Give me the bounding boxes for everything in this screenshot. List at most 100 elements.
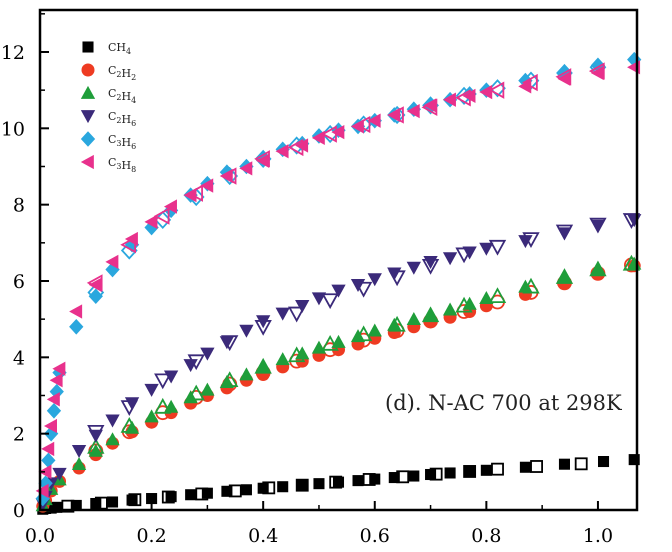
point-c3h6-adsorption xyxy=(88,288,103,305)
point-c2h6-desorption xyxy=(321,293,339,310)
legend-marker-ch4 xyxy=(82,41,94,53)
point-c2h6-desorption xyxy=(254,320,272,336)
x-tick-label: 0.8 xyxy=(471,525,501,547)
point-ch4-adsorption xyxy=(388,472,400,484)
point-c3h6-adsorption xyxy=(46,402,62,419)
point-c2h4-adsorption xyxy=(71,457,87,471)
x-tick-label: 0.2 xyxy=(136,525,166,547)
point-c2h6-adsorption xyxy=(183,359,198,373)
point-c3h8-adsorption xyxy=(144,214,158,229)
point-c3h8-adsorption xyxy=(518,79,532,94)
point-ch4-desorption xyxy=(463,465,477,478)
point-c3h6-adsorption xyxy=(69,318,84,335)
x-tick-label: 0.6 xyxy=(360,525,390,547)
point-c3h8-adsorption xyxy=(275,144,289,159)
point-c3h8-adsorption xyxy=(44,418,58,434)
point-c3h8-desorption xyxy=(187,184,203,202)
y-tick-label: 10 xyxy=(1,118,25,140)
point-c2h6-adsorption xyxy=(479,242,494,256)
point-c2h4-adsorption xyxy=(239,367,254,381)
point-c2h6-desorption xyxy=(522,232,540,249)
point-ch4-adsorption xyxy=(296,479,308,491)
point-ch4-adsorption xyxy=(146,493,158,505)
point-c3h8-adsorption xyxy=(239,161,253,176)
y-tick-label: 2 xyxy=(13,424,25,446)
legend-marker-c2h4 xyxy=(80,85,96,99)
point-c2h6-desorption xyxy=(354,281,373,298)
y-tick-label: 0 xyxy=(13,500,25,522)
legend: CH4 C2H2 C2H4 C2H6 C3H6 C3H8 xyxy=(80,41,136,174)
point-ch4-adsorption xyxy=(313,478,325,490)
point-c2h4-desorption xyxy=(187,384,205,401)
point-c2h6-desorption xyxy=(555,224,574,241)
point-c2h4-desorption xyxy=(455,296,473,313)
point-ch4-desorption xyxy=(128,493,142,507)
point-c3h8-desorption xyxy=(488,81,505,99)
point-c3h8-desorption xyxy=(588,62,605,80)
x-axis: 0.0 0.2 0.4 0.6 0.8 1.0 xyxy=(25,501,613,547)
point-c3h8-desorption xyxy=(120,236,137,254)
point-c2h4-desorption xyxy=(120,417,138,433)
point-c2h4-desorption xyxy=(388,315,406,332)
point-c3h8-desorption xyxy=(455,89,471,107)
y-tick-label: 4 xyxy=(13,347,25,369)
point-ch4-adsorption xyxy=(558,458,570,470)
point-c2h6-adsorption xyxy=(367,273,382,287)
point-ch4-adsorption xyxy=(185,489,197,501)
point-ch4-desorption xyxy=(530,460,543,473)
point-c2h6-desorption xyxy=(287,306,306,323)
point-c3h8-adsorption xyxy=(479,84,493,100)
legend-marker-c2h2 xyxy=(81,63,95,77)
point-c3h8-desorption xyxy=(86,274,103,292)
point-ch4-desorption xyxy=(61,499,75,513)
legend-label-c3h6: C3H6 xyxy=(108,133,136,151)
point-c2h4-adsorption xyxy=(256,359,271,373)
point-c3h8-adsorption xyxy=(462,88,476,104)
point-c2h6-desorption xyxy=(187,354,205,371)
point-c2h6-desorption xyxy=(488,239,507,256)
point-c2h6-adsorption xyxy=(518,235,533,249)
point-ch4-adsorption xyxy=(45,502,57,514)
point-ch4-adsorption xyxy=(519,461,531,473)
point-ch4-adsorption xyxy=(352,475,364,487)
point-c3h8-adsorption xyxy=(46,392,60,407)
point-c3h8-adsorption xyxy=(41,441,55,457)
point-c3h8-desorption xyxy=(354,115,371,134)
point-ch4-adsorption xyxy=(51,501,63,513)
point-ch4-adsorption xyxy=(408,470,420,482)
legend-label-c2h4: C2H4 xyxy=(108,87,136,105)
legend-label-ch4: CH4 xyxy=(108,41,131,56)
point-c2h4-adsorption xyxy=(479,291,494,305)
point-ch4-desorption xyxy=(295,478,309,492)
point-c3h8-desorption xyxy=(521,73,538,92)
data-marks xyxy=(35,51,642,515)
point-c2h6-adsorption xyxy=(442,252,458,266)
point-ch4-adsorption xyxy=(126,494,138,506)
point-c2h6-adsorption xyxy=(331,284,346,298)
point-c3h6-desorption xyxy=(120,241,138,260)
point-c3h8-desorption xyxy=(287,138,304,157)
point-c2h6-desorption xyxy=(589,217,607,234)
point-ch4-desorption xyxy=(574,457,588,471)
point-c2h4-adsorption xyxy=(144,409,159,423)
annotation-label: (d). N-AC 700 at 298K xyxy=(385,391,622,415)
point-c2h4-desorption xyxy=(622,254,641,271)
point-c2h4-desorption xyxy=(287,346,306,363)
point-c3h8-adsorption xyxy=(163,199,177,214)
plot-frame xyxy=(38,8,639,512)
point-c3h6-adsorption xyxy=(38,475,53,492)
point-ch4-adsorption xyxy=(165,491,177,503)
point-ch4-adsorption xyxy=(628,454,640,466)
point-c2h4-desorption xyxy=(589,260,607,277)
point-ch4-adsorption xyxy=(70,499,82,511)
point-ch4-desorption xyxy=(491,462,504,476)
point-c3h8-adsorption xyxy=(52,361,66,376)
point-c2h4-desorption xyxy=(421,306,440,323)
point-ch4-desorption xyxy=(362,473,376,486)
point-c2h6-adsorption xyxy=(295,299,310,313)
point-c2h4-desorption xyxy=(254,357,272,374)
point-c2h6-adsorption xyxy=(144,383,159,397)
x-tick-label: 0.4 xyxy=(248,525,278,547)
point-ch4-adsorption xyxy=(464,466,476,478)
